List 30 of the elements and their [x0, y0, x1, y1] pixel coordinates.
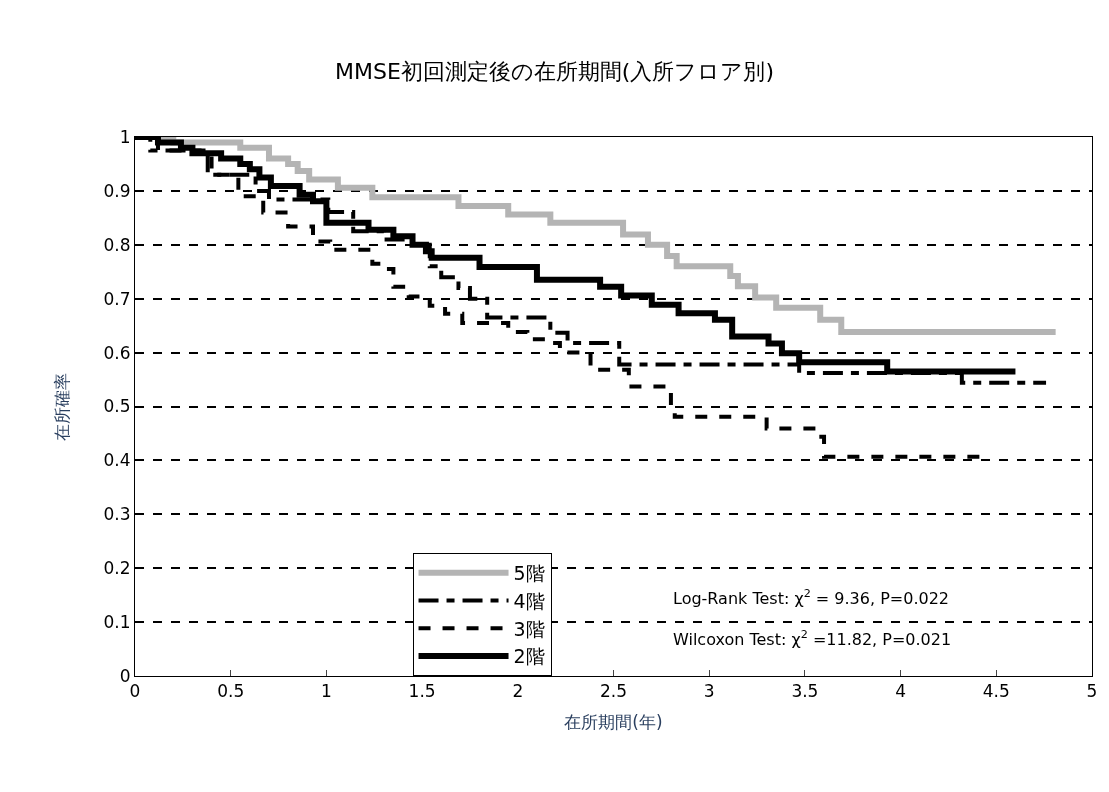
y-tick-label: 0.4	[103, 450, 131, 471]
y-tick-label: 0.7	[103, 288, 131, 309]
x-tick-label: 5	[1086, 681, 1098, 702]
x-tick-label: 2.5	[599, 681, 628, 702]
x-tick-label: 1	[320, 681, 332, 702]
y-tick-label: 0.3	[103, 504, 131, 525]
x-tick-label: 3.5	[791, 681, 819, 702]
y-tick-label: 0	[119, 665, 131, 686]
x-tick-label: 1.5	[408, 681, 436, 702]
x-tick-label: 2	[512, 681, 524, 702]
y-tick-label: 0.6	[103, 342, 131, 363]
y-tick-label: 0.1	[103, 612, 131, 633]
legend-label: 4階	[513, 589, 545, 612]
annotation: Wilcoxon Test: χ$^{2}$ =11.82, P=0.021	[673, 628, 952, 649]
x-tick-label: 0.5	[217, 681, 245, 702]
chart-title: MMSE初回測定後の在所期間(入所フロア別)	[335, 58, 774, 84]
y-tick-label: 0.8	[103, 234, 131, 255]
x-tick-label: 4.5	[982, 681, 1010, 702]
y-tick-label: 1	[119, 126, 131, 147]
x-axis-title: 在所期間(年)	[564, 711, 663, 732]
legend-label: 2階	[513, 645, 545, 668]
y-tick-label: 0.2	[103, 558, 131, 579]
legend-label: 5階	[513, 562, 545, 585]
y-tick-label: 0.5	[103, 396, 131, 417]
x-tick-label: 4	[895, 681, 907, 702]
y-axis-title: 在所確率	[52, 372, 73, 441]
y-tick-label: 0.9	[103, 180, 131, 201]
annotation: Log-Rank Test: χ$^{2}$ = 9.36, P=0.022	[673, 587, 949, 608]
x-tick-label: 3	[703, 681, 715, 702]
legend-label: 3階	[513, 617, 545, 640]
